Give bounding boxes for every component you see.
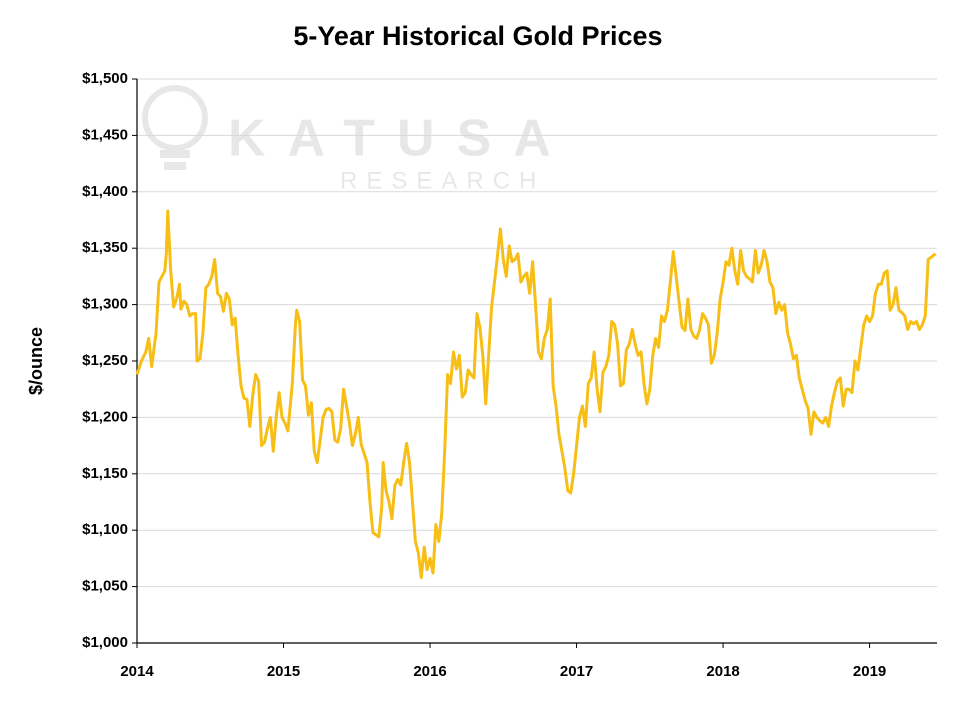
watermark-logo xyxy=(160,150,190,158)
y-tick-label: $1,000 xyxy=(82,634,128,651)
x-tick-label: 2019 xyxy=(853,663,886,680)
y-tick-label: $1,150 xyxy=(82,465,128,482)
y-tick-label: $1,500 xyxy=(82,70,128,87)
watermark-text: KATUSA xyxy=(228,110,573,168)
y-tick-label: $1,450 xyxy=(82,126,128,143)
watermark-subtext: RESEARCH xyxy=(340,167,545,194)
chart-title: 5-Year Historical Gold Prices xyxy=(293,21,662,51)
x-tick-label: 2014 xyxy=(120,663,154,680)
x-tick-label: 2016 xyxy=(413,663,446,680)
y-tick-label: $1,200 xyxy=(82,408,128,425)
y-tick-label: $1,250 xyxy=(82,352,128,369)
watermark-logo xyxy=(142,85,208,151)
y-tick-label: $1,350 xyxy=(82,239,128,256)
y-tick-label: $1,300 xyxy=(82,296,128,313)
x-tick-label: 2017 xyxy=(560,663,593,680)
y-tick-label: $1,100 xyxy=(82,521,128,538)
y-tick-label: $1,050 xyxy=(82,578,128,595)
watermark-logo xyxy=(164,162,186,170)
x-tick-label: 2015 xyxy=(267,663,300,680)
y-tick-label: $1,400 xyxy=(82,183,128,200)
y-axis-label: $/ounce xyxy=(26,327,46,395)
x-tick-label: 2018 xyxy=(706,663,739,680)
line-series xyxy=(135,209,937,580)
watermark: KATUSA RESEARCH xyxy=(142,85,573,194)
